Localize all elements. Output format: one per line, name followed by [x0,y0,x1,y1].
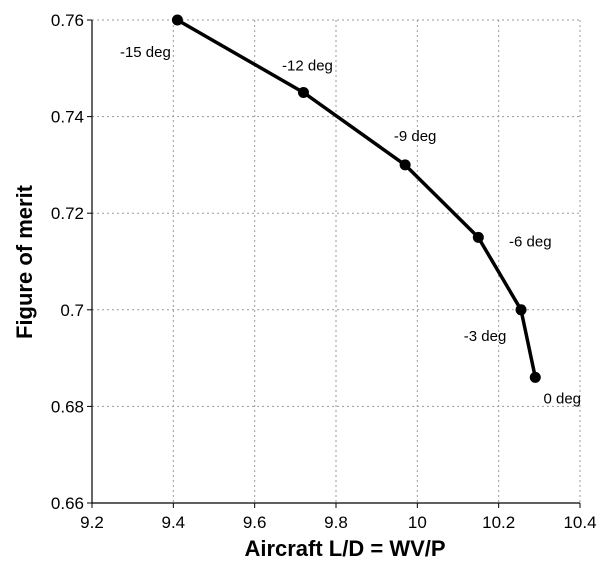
x-tick-label: 10 [408,513,427,532]
y-tick-label: 0.72 [51,204,84,223]
data-point-label: 0 deg [543,390,581,407]
y-tick-label: 0.68 [51,397,84,416]
data-point [399,159,411,171]
y-tick-label: 0.76 [51,11,84,30]
x-tick-label: 9.8 [324,513,348,532]
data-point [529,371,541,383]
x-tick-label: 9.4 [162,513,186,532]
series-line [176,18,538,378]
grid [92,19,581,503]
y-tick-label: 0.7 [60,301,84,320]
x-tick-label: 9.2 [80,513,104,532]
data-point-label: -6 deg [509,233,552,250]
data-point-label: -12 deg [282,57,333,74]
y-axis-title: Figure of merit [12,184,37,339]
data-point-label: -3 deg [464,328,507,345]
data-point-label: -15 deg [120,44,171,61]
point-labels: -15 deg -12 deg -9 deg -6 deg -3 deg 0 deg [120,44,581,407]
data-point-label: -9 deg [394,128,437,145]
data-point [472,231,484,243]
x-tick-label: 10.4 [563,513,596,532]
x-tick-labels: 9.2 9.4 9.6 9.8 10 10.2 10.4 [80,503,597,532]
x-axis-title: Aircraft L/D = WV/P [244,536,445,561]
y-tick-label: 0.74 [51,108,84,127]
y-tick-labels: 0.66 0.68 0.7 0.72 0.74 0.76 [51,11,92,513]
data-point [297,86,309,98]
series [171,14,541,383]
x-tick-label: 9.6 [243,513,267,532]
data-point [515,304,527,316]
y-tick-label: 0.66 [51,494,84,513]
data-point [171,14,183,26]
x-tick-label: 10.2 [482,513,515,532]
